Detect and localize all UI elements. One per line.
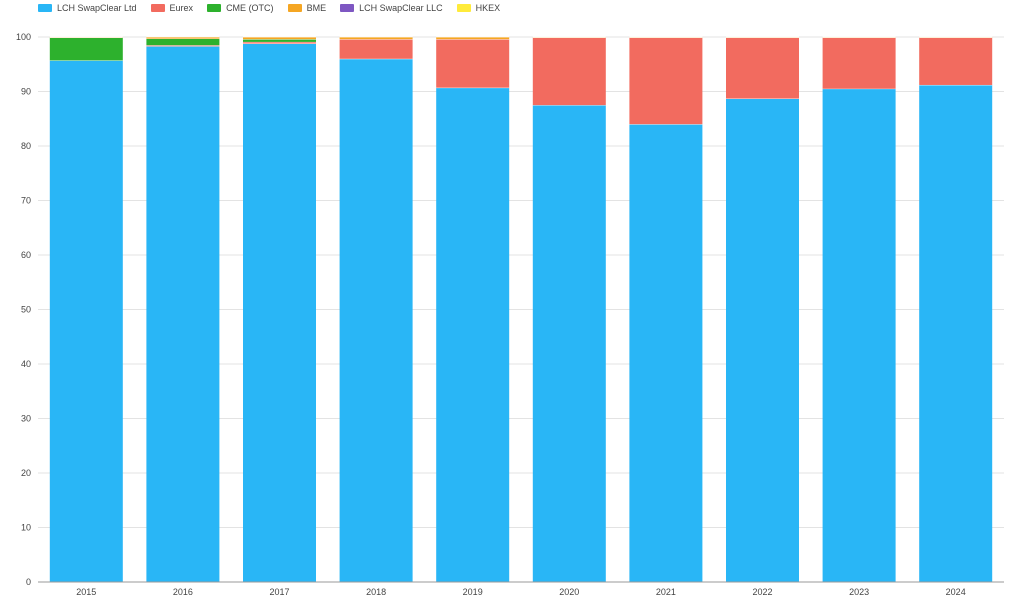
bar-segment-eurex <box>436 39 510 88</box>
y-tick-label: 10 <box>21 523 31 533</box>
legend-item[interactable]: BME <box>287 3 327 13</box>
bar-segment-lch-swapclear-ltd <box>919 84 993 583</box>
bar-segment-cme-otc <box>243 39 316 42</box>
y-tick-label: 30 <box>21 414 31 424</box>
legend-item[interactable]: LCH SwapClear LLC <box>340 3 443 13</box>
x-tick-label: 2017 <box>269 587 289 597</box>
legend-swatch <box>456 4 471 12</box>
legend-swatch <box>150 4 165 12</box>
bar-segment-eurex <box>629 37 703 125</box>
bar-segment-lch-swapclear-ltd <box>49 60 123 583</box>
legend-swatch <box>38 4 52 12</box>
legend-item[interactable]: HKEX <box>456 3 501 13</box>
bar-segment-lch-swapclear-ltd <box>629 124 703 582</box>
x-tick-label: 2018 <box>366 587 386 597</box>
bar-segment-cme-otc <box>49 37 123 61</box>
bar-segment-bme <box>339 37 413 40</box>
bar-segment-bme <box>146 37 220 39</box>
y-tick-label: 20 <box>21 468 31 478</box>
bar-segment-eurex <box>146 45 220 47</box>
bar-segment-eurex <box>822 37 896 89</box>
legend-label: HKEX <box>475 3 501 13</box>
bar-segment-eurex <box>726 37 799 99</box>
bar-segment-bme <box>243 37 316 40</box>
bar-segment-eurex <box>532 37 606 106</box>
legend-swatch <box>340 4 355 12</box>
legend-swatch <box>287 4 302 12</box>
bar-segment-eurex <box>919 37 993 85</box>
bar-segment-eurex <box>243 41 316 44</box>
legend-swatch <box>207 4 222 12</box>
bar-segment-lch-swapclear-ltd <box>532 105 606 582</box>
legend-label: LCH SwapClear Ltd <box>57 3 137 13</box>
x-tick-label: 2021 <box>656 587 676 597</box>
legend-label: Eurex <box>169 3 194 13</box>
y-tick-label: 0 <box>26 577 31 587</box>
x-tick-label: 2020 <box>559 587 579 597</box>
x-tick-label: 2024 <box>946 587 966 597</box>
x-tick-label: 2022 <box>752 587 772 597</box>
legend-item[interactable]: LCH SwapClear Ltd <box>38 3 137 13</box>
bar-segment-bme <box>436 37 510 40</box>
y-tick-label: 60 <box>21 250 31 260</box>
y-tick-label: 40 <box>21 359 31 369</box>
bar-segment-eurex <box>339 39 413 59</box>
legend-item[interactable]: CME (OTC) <box>207 3 274 13</box>
chart-legend: LCH SwapClear Ltd Eurex CME (OTC) BME LCH Sw… <box>38 3 500 13</box>
legend-label: BME <box>306 3 327 13</box>
y-tick-label: 100 <box>16 32 31 42</box>
y-tick-label: 70 <box>21 196 31 206</box>
bar-segment-cme-otc <box>146 38 220 46</box>
x-tick-label: 2016 <box>173 587 193 597</box>
x-tick-label: 2019 <box>463 587 483 597</box>
legend-label: CME (OTC) <box>226 3 274 13</box>
y-tick-label: 80 <box>21 141 31 151</box>
bar-segment-lch-swapclear-ltd <box>726 98 799 583</box>
y-tick-label: 50 <box>21 305 31 315</box>
bar-segment-lch-swapclear-ltd <box>339 58 413 583</box>
x-tick-label: 2015 <box>76 587 96 597</box>
x-tick-label: 2023 <box>849 587 869 597</box>
legend-item[interactable]: Eurex <box>150 3 194 13</box>
bar-segment-lch-swapclear-ltd <box>243 43 316 583</box>
bar-segment-lch-swapclear-ltd <box>146 46 220 582</box>
bar-segment-lch-swapclear-ltd <box>436 87 510 582</box>
bar-segment-lch-swapclear-ltd <box>822 88 896 583</box>
legend-label: LCH SwapClear LLC <box>359 3 443 13</box>
y-tick-label: 90 <box>21 87 31 97</box>
